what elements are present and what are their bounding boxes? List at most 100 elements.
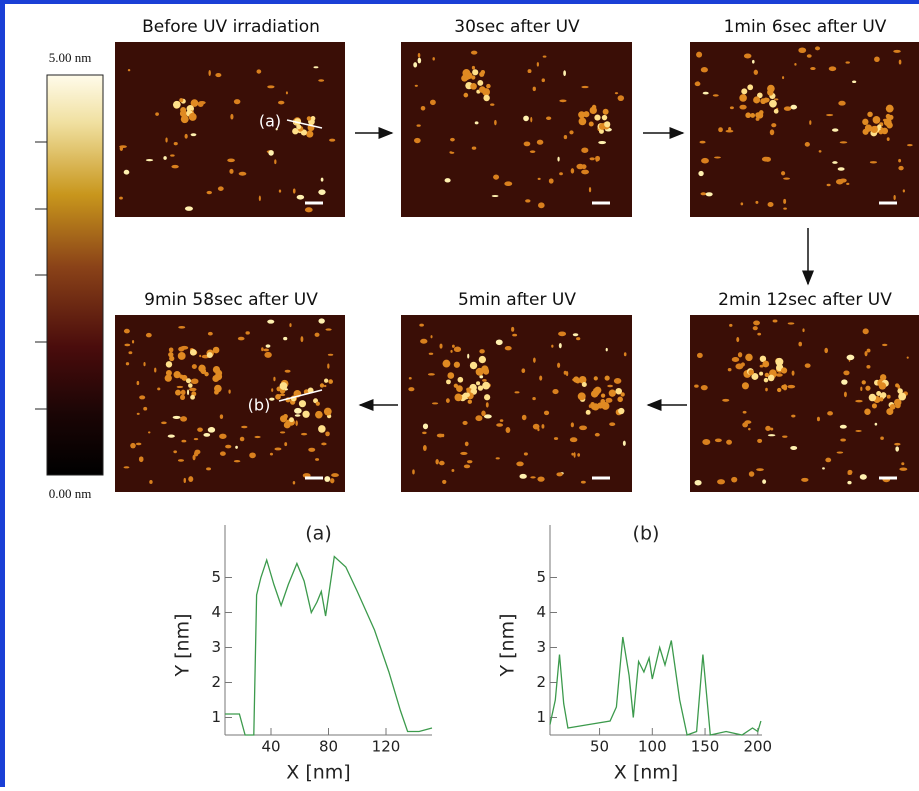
afm-feature: [300, 336, 304, 343]
afm-cluster: [764, 372, 770, 378]
afm-feature: [416, 124, 421, 127]
afm-feature: [837, 167, 845, 171]
afm-cluster: [164, 374, 172, 382]
afm-cluster: [478, 355, 487, 364]
afm-feature: [826, 183, 831, 187]
afm-feature: [791, 414, 796, 418]
afm-cluster: [617, 396, 623, 403]
afm-feature: [572, 333, 579, 337]
afm-feature: [563, 70, 566, 77]
afm-feature: [814, 46, 821, 51]
afm-feature: [430, 99, 436, 106]
afm-feature: [623, 352, 627, 357]
afm-feature: [483, 414, 492, 419]
afm-cluster: [456, 385, 463, 392]
afm-feature: [330, 478, 335, 484]
afm-feature: [559, 172, 563, 176]
afm-feature: [163, 156, 167, 160]
afm-feature: [273, 376, 276, 382]
afm-feature: [130, 442, 136, 449]
afm-feature: [235, 445, 238, 449]
afm-cluster: [862, 118, 869, 126]
afm-cluster: [604, 121, 611, 128]
afm-feature: [532, 396, 536, 401]
afm-feature: [147, 431, 151, 434]
afm-feature: [193, 451, 199, 457]
afm-feature: [124, 343, 131, 347]
afm-feature: [696, 51, 703, 58]
afm-feature: [313, 66, 319, 69]
afm-feature: [419, 323, 424, 327]
afm-feature: [594, 432, 600, 437]
afm-cluster: [897, 388, 903, 394]
afm-feature: [558, 331, 567, 337]
afm-feature: [125, 362, 130, 366]
afm-feature: [565, 371, 569, 377]
afm-feature: [569, 130, 574, 135]
afm-cluster: [762, 360, 770, 368]
afm-feature: [324, 476, 331, 482]
afm-cluster: [302, 410, 310, 418]
afm-feature: [452, 344, 455, 348]
y-tick-label: 2: [536, 673, 546, 691]
afm-feature: [609, 422, 616, 426]
afm-cluster: [598, 128, 604, 134]
afm-cluster: [472, 69, 479, 76]
afm-feature: [269, 452, 273, 456]
afm-cluster: [601, 114, 608, 121]
afm-feature: [696, 81, 700, 86]
afm-feature: [537, 177, 541, 180]
afm-feature: [436, 433, 444, 438]
afm-cluster: [212, 375, 220, 382]
afm-feature: [809, 120, 812, 125]
afm-feature: [843, 391, 847, 398]
afm-feature: [292, 480, 296, 485]
afm-cluster: [895, 402, 901, 409]
x-axis-label: X [nm]: [286, 762, 350, 784]
afm-feature: [769, 129, 775, 136]
afm-feature: [701, 157, 709, 164]
afm-feature: [533, 357, 536, 363]
afm-feature: [256, 69, 262, 74]
afm-feature: [839, 141, 848, 144]
afm-feature: [822, 467, 825, 470]
afm-feature: [227, 158, 235, 163]
afm-feature: [798, 47, 807, 54]
afm-feature: [183, 477, 187, 484]
afm-cluster: [453, 361, 460, 368]
afm-feature: [327, 353, 334, 356]
y-axis-label: Y [nm]: [172, 613, 194, 677]
afm-feature: [581, 164, 587, 170]
afm-feature: [581, 85, 589, 89]
afm-feature: [843, 370, 850, 376]
afm-feature: [859, 474, 867, 480]
afm-feature: [840, 438, 846, 442]
afm-cluster: [315, 410, 323, 419]
afm-feature: [471, 65, 476, 70]
afm-cluster: [767, 84, 775, 93]
afm-feature: [855, 399, 863, 403]
afm-feature: [171, 164, 179, 169]
scan-lines: [278, 119, 323, 402]
afm-feature: [694, 479, 702, 486]
afm-cluster: [181, 374, 188, 381]
afm-cluster: [604, 375, 610, 381]
afm-feature: [774, 98, 779, 101]
afm-cluster: [594, 386, 602, 394]
afm-feature: [292, 188, 296, 194]
afm-feature: [157, 387, 161, 391]
afm-feature: [462, 420, 468, 426]
afm-feature: [173, 450, 177, 454]
afm-feature: [740, 362, 745, 367]
afm-feature: [466, 460, 473, 464]
afm-feature: [581, 169, 589, 175]
afm-feature: [435, 459, 439, 465]
afm-cluster: [577, 392, 586, 401]
afm-feature: [864, 351, 868, 357]
afm-cluster: [483, 394, 491, 401]
afm-cluster: [879, 374, 887, 381]
afm-feature: [537, 476, 545, 482]
afm-feature: [145, 159, 154, 162]
afm-feature: [806, 54, 812, 58]
